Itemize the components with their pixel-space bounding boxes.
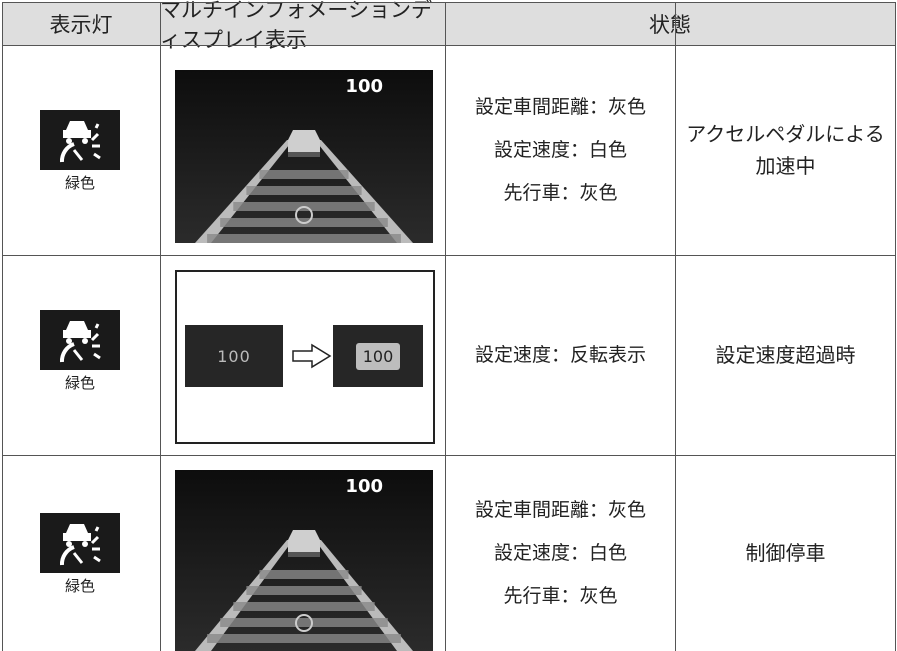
indicator: 緑色 [40, 513, 120, 596]
border [675, 2, 676, 651]
description-line: 設定速度：白色 [493, 541, 627, 564]
arrow [292, 343, 332, 369]
speed-box: 100 [333, 325, 423, 387]
display-screen: 100 [175, 470, 433, 651]
indicator-label: 緑色 [64, 174, 95, 192]
speed-box: 100 [185, 325, 283, 387]
description-line: 設定速度：白色 [493, 138, 627, 161]
indicator-icon [40, 310, 120, 370]
border [445, 2, 446, 651]
state: アクセルペダルによる加速中 [686, 122, 885, 178]
display-screen: 100 100 [175, 270, 435, 444]
header-cell: 状態 [445, 2, 895, 45]
header-cell: マルチインフォメーションディスプレイ表示 [160, 0, 445, 52]
indicator: 緑色 [40, 110, 120, 193]
set-speed: 100 [217, 346, 251, 366]
indicator-label: 緑色 [64, 577, 95, 595]
set-speed-inverted: 100 [355, 342, 401, 370]
indicator-icon [40, 110, 120, 170]
state-cell: アクセルペダルによる加速中 [676, 45, 895, 255]
header-cell: 表示灯 [2, 2, 160, 45]
indicator: 緑色 [40, 310, 120, 393]
set-speed: 100 [345, 76, 383, 97]
border [2, 45, 895, 46]
state: 制御停車 [745, 541, 826, 565]
border [2, 2, 895, 3]
description-line: 先行車：灰色 [503, 584, 618, 607]
border [2, 455, 895, 456]
description: 設定速度：反転表示 [446, 255, 675, 455]
border [895, 2, 896, 651]
description: 設定車間距離：灰色 設定速度：白色 先行車：灰色 [446, 488, 675, 618]
border [2, 2, 3, 651]
description-line: 先行車：灰色 [503, 181, 618, 204]
road-graphic [175, 470, 433, 651]
display-screen: 100 [175, 70, 433, 243]
description-line: 設定車間距離：灰色 [474, 95, 646, 118]
border [160, 2, 161, 651]
state-cell: 設定速度超過時 [676, 255, 895, 455]
border [2, 255, 895, 256]
state-cell: 制御停車 [676, 455, 895, 651]
road-graphic [175, 70, 433, 243]
description: 設定車間距離：灰色 設定速度：白色 先行車：灰色 [446, 45, 675, 255]
state: 設定速度超過時 [715, 343, 856, 367]
set-speed: 100 [345, 476, 383, 497]
description-line: 設定車間距離：灰色 [474, 498, 646, 521]
indicator-icon [40, 513, 120, 573]
description-line: 設定速度：反転表示 [474, 343, 646, 366]
indicator-label: 緑色 [64, 374, 95, 392]
